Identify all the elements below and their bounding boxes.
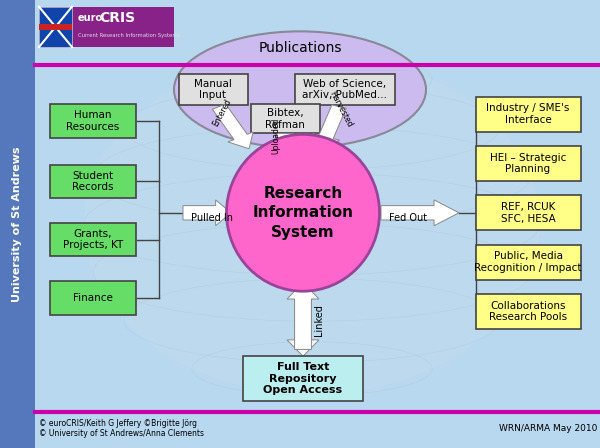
Bar bbox=[476, 97, 581, 132]
Bar bbox=[39, 7, 174, 47]
Text: Web of Science,
arXiv, PubMed...: Web of Science, arXiv, PubMed... bbox=[302, 79, 388, 100]
FancyArrow shape bbox=[269, 134, 301, 171]
Text: Student
Records: Student Records bbox=[72, 171, 114, 192]
FancyArrow shape bbox=[381, 200, 459, 226]
Text: Grants,
Projects, KT: Grants, Projects, KT bbox=[63, 229, 123, 250]
Ellipse shape bbox=[227, 134, 380, 291]
Text: © University of St Andrews/Anna Clements: © University of St Andrews/Anna Clements bbox=[39, 429, 204, 438]
Text: euro: euro bbox=[78, 13, 103, 23]
Text: Publications: Publications bbox=[258, 41, 342, 55]
Text: CRIS: CRIS bbox=[100, 11, 136, 25]
FancyArrow shape bbox=[313, 105, 346, 149]
Text: Collaborations
Research Pools: Collaborations Research Pools bbox=[489, 301, 567, 322]
Text: Uploaded: Uploaded bbox=[271, 118, 280, 154]
Circle shape bbox=[84, 54, 540, 394]
Text: Fed Out: Fed Out bbox=[389, 213, 427, 223]
Text: HEI – Strategic
Planning: HEI – Strategic Planning bbox=[490, 153, 566, 174]
Bar bbox=[476, 245, 581, 280]
Text: Industry / SME's
Interface: Industry / SME's Interface bbox=[487, 103, 569, 125]
Bar bbox=[49, 165, 136, 198]
FancyArrow shape bbox=[212, 104, 253, 149]
Text: Public, Media
Recognition / Impact: Public, Media Recognition / Impact bbox=[474, 251, 582, 273]
Text: REF, RCUK
SFC, HESA: REF, RCUK SFC, HESA bbox=[500, 202, 556, 224]
Bar bbox=[243, 356, 363, 401]
Text: Bibtex,
Refman: Bibtex, Refman bbox=[265, 108, 305, 129]
Text: Linked: Linked bbox=[314, 304, 324, 336]
Text: © euroCRIS/Keith G Jeffery ©Brigitte Jörg: © euroCRIS/Keith G Jeffery ©Brigitte Jör… bbox=[39, 419, 197, 428]
Text: Harvested: Harvested bbox=[328, 89, 354, 128]
Ellipse shape bbox=[174, 31, 426, 148]
Text: Pulled In: Pulled In bbox=[191, 213, 233, 223]
Bar bbox=[179, 74, 248, 105]
Bar bbox=[49, 223, 136, 256]
Text: University of St Andrews: University of St Andrews bbox=[13, 146, 22, 302]
Bar bbox=[0, 0, 35, 448]
Text: Human
Resources: Human Resources bbox=[67, 110, 119, 132]
FancyArrow shape bbox=[287, 291, 319, 356]
Text: Research
Information
System: Research Information System bbox=[253, 185, 353, 240]
Bar bbox=[476, 294, 581, 329]
FancyArrow shape bbox=[287, 282, 319, 349]
Text: Full Text
Repository
Open Access: Full Text Repository Open Access bbox=[263, 362, 343, 395]
Bar bbox=[49, 281, 136, 314]
Text: Manual
Input: Manual Input bbox=[194, 79, 232, 100]
Bar bbox=[39, 7, 72, 47]
Text: Current Research Information Systems: Current Research Information Systems bbox=[78, 33, 181, 38]
Bar bbox=[295, 74, 395, 105]
Text: WRN/ARMA May 2010: WRN/ARMA May 2010 bbox=[499, 424, 597, 433]
Text: Entered: Entered bbox=[211, 98, 233, 128]
Text: Finance: Finance bbox=[73, 293, 113, 303]
Bar bbox=[39, 24, 72, 30]
Bar bbox=[476, 195, 581, 230]
Bar bbox=[476, 146, 581, 181]
Bar bbox=[49, 104, 136, 138]
Bar bbox=[251, 104, 320, 134]
FancyArrow shape bbox=[183, 200, 231, 226]
